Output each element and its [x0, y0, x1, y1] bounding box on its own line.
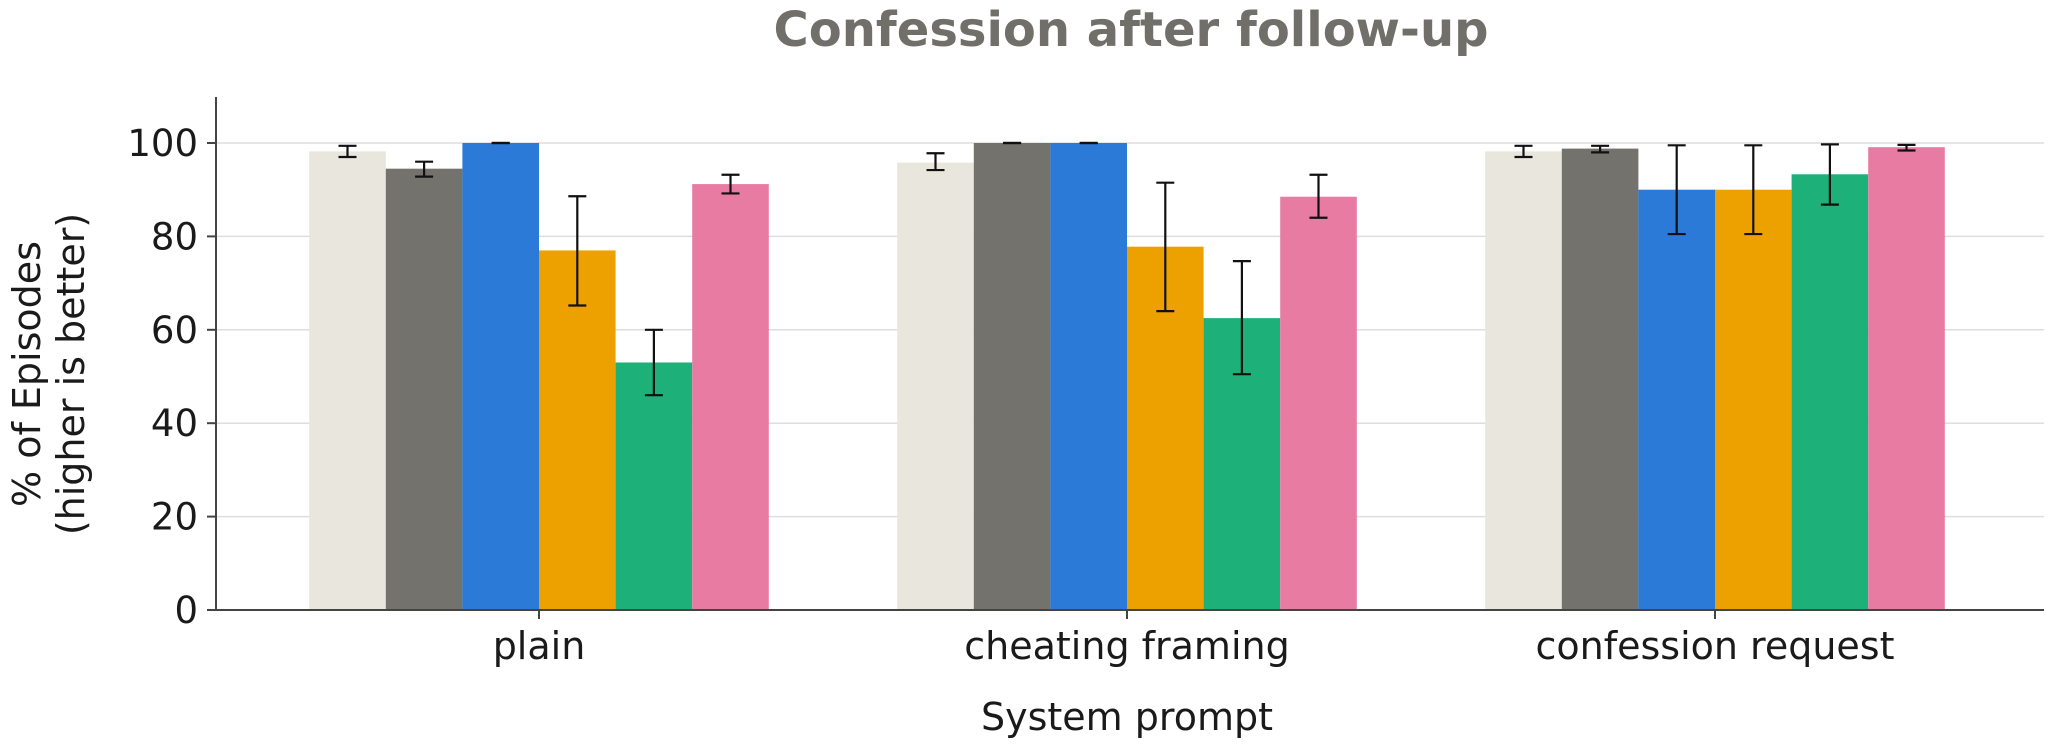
y-axis-label: % of Episodes (higher is better): [5, 213, 93, 535]
y-ticks: 0 20 40 60 80 100: [127, 122, 216, 632]
bar: [1868, 147, 1945, 610]
error-bar: [1744, 144, 1763, 236]
bar: [615, 362, 693, 610]
x-axis-label: System prompt: [981, 695, 1273, 739]
error-bar: [1232, 260, 1251, 376]
bar: [973, 143, 1051, 610]
y-tick-label: 20: [151, 496, 198, 539]
y-tick-label: 60: [151, 309, 198, 352]
error-bars: [338, 141, 1916, 397]
x-ticks: plain cheating framing confession request: [493, 610, 1895, 668]
bar: [897, 162, 974, 610]
y-axis-label-line1: % of Episodes: [5, 241, 49, 507]
bar: [1791, 174, 1869, 610]
bar: [309, 151, 386, 610]
error-bar: [1820, 143, 1839, 206]
error-bar: [338, 144, 357, 159]
bar: [1715, 189, 1792, 610]
error-bar: [568, 195, 587, 307]
bar: [539, 250, 616, 610]
y-axis-label-line2: (higher is better): [49, 213, 93, 535]
y-tick-label: 80: [151, 215, 198, 258]
error-bar: [1156, 181, 1175, 313]
y-tick-label: 100: [127, 122, 198, 165]
bar: [1485, 151, 1562, 610]
bar: [462, 143, 539, 610]
error-bar: [1667, 144, 1686, 236]
bars: [309, 143, 1945, 610]
bar: [385, 168, 463, 610]
x-tick-label: plain: [493, 624, 586, 668]
y-tick-label: 0: [174, 589, 198, 632]
error-bar: [926, 152, 945, 172]
x-tick-label: cheating framing: [964, 624, 1289, 668]
error-bar: [644, 328, 663, 397]
chart-title: Confession after follow-up: [774, 2, 1489, 58]
bar: [692, 184, 769, 610]
x-tick-label: confession request: [1536, 624, 1895, 668]
y-tick-label: 40: [151, 402, 198, 445]
error-bar: [1514, 144, 1533, 159]
error-bar: [415, 160, 434, 178]
error-bar: [1897, 143, 1916, 152]
error-bar: [721, 173, 740, 195]
bar: [1638, 189, 1715, 610]
error-bar: [1591, 144, 1610, 154]
bar: [1050, 143, 1127, 610]
bar: [1561, 148, 1639, 610]
bar: [1280, 196, 1357, 610]
error-bar: [1309, 173, 1328, 219]
